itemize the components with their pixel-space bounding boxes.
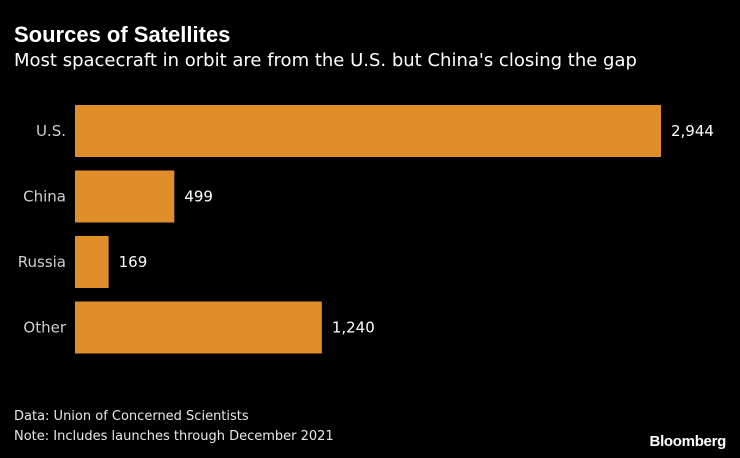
value-label-u-s: 2,944 [671,122,714,140]
category-label-other: Other [23,319,66,337]
bar-chart: U.S. 2,944 China 499 Russia 169 Other 1,240 [18,105,714,354]
bar-other [75,301,322,354]
value-label-other: 1,240 [332,319,375,337]
source-note: Data: Union of Concerned Scientists [14,409,249,424]
bar-u-s [75,105,661,157]
chart-title: Sources of Satellites [14,22,231,47]
category-label-u-s: U.S. [36,122,66,140]
value-label-russia: 169 [119,253,148,271]
bar-china [75,170,175,223]
footnote: Note: Includes launches through December… [14,429,334,444]
value-label-china: 499 [184,188,213,206]
category-label-china: China [23,188,66,206]
bloomberg-logo: Bloomberg [649,433,727,450]
chart-subtitle: Most spacecraft in orbit are from the U.… [14,50,637,71]
bar-russia [75,236,109,288]
category-label-russia: Russia [18,253,66,271]
